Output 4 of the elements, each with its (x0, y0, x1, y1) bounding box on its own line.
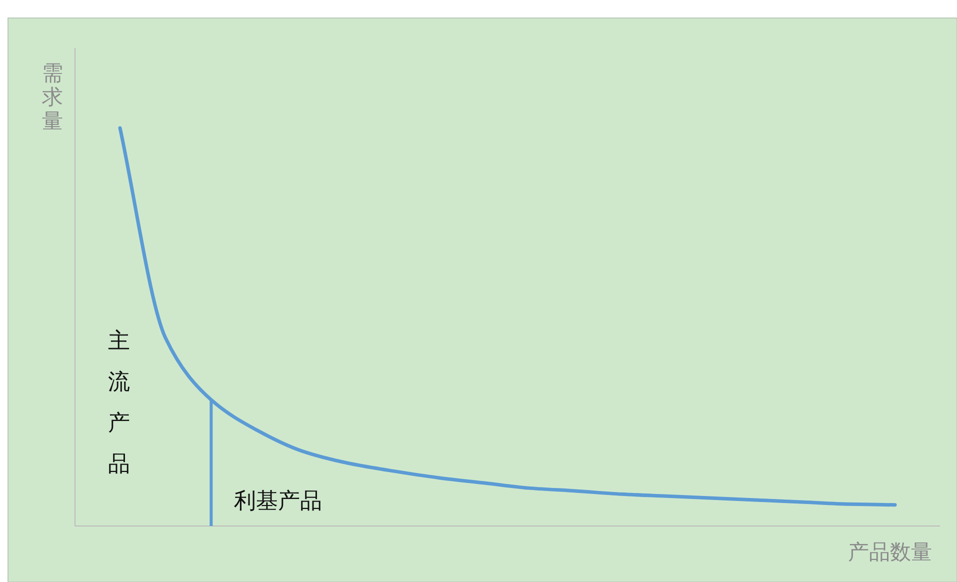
annotation: 利基产品 (234, 489, 322, 514)
annotation: 主流产品 (108, 329, 130, 477)
y-axis-title: 需求量 (42, 61, 63, 133)
x-axis-title: 产品数量 (848, 540, 932, 564)
